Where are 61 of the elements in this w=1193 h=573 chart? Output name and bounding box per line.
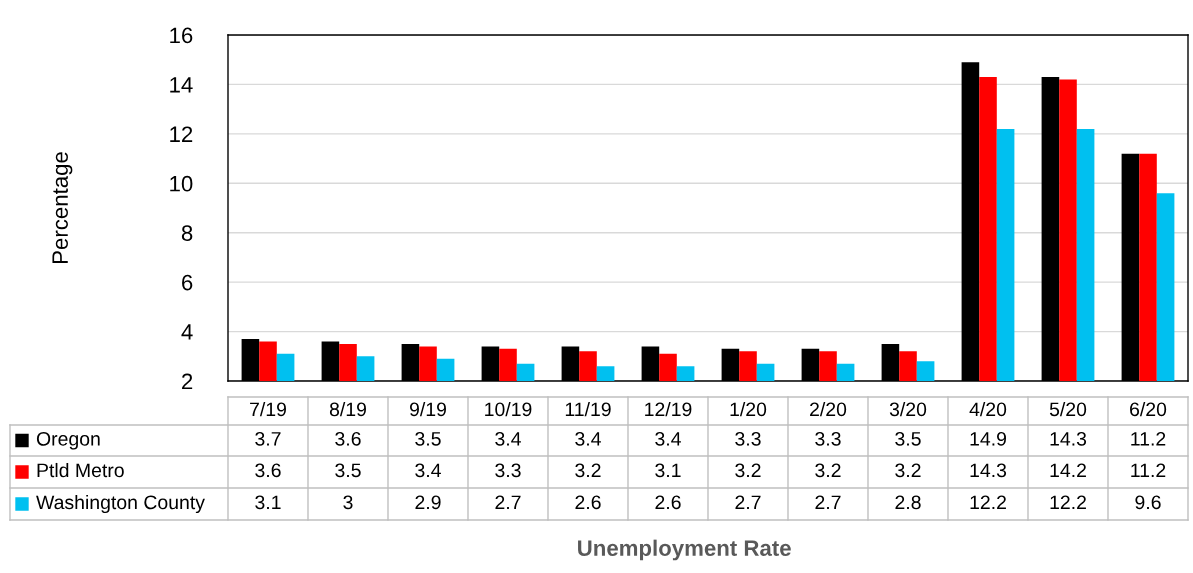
data-label: 2.9	[415, 495, 441, 510]
data-label: 3.2	[575, 463, 601, 478]
data-label: 12.2	[970, 495, 1006, 510]
data-label: 3.2	[895, 463, 921, 478]
data-label: 3.5	[895, 431, 921, 446]
x-tick-label: 9/19	[409, 401, 446, 417]
data-label: 14.9	[970, 431, 1006, 446]
data-label: 2.7	[495, 495, 521, 510]
data-label: 3.5	[335, 463, 361, 478]
data-label: 3.1	[255, 495, 281, 510]
x-tick-label: 8/19	[329, 401, 366, 417]
data-label: 2.6	[575, 495, 601, 510]
y-tick-label: 16	[170, 27, 193, 44]
data-label: 3.1	[655, 463, 681, 478]
y-tick-label: 6	[182, 274, 193, 291]
y-tick-label: 8	[181, 225, 193, 241]
y-tick-label: 2	[182, 373, 193, 390]
data-label: 3.2	[815, 463, 841, 478]
data-label: 9.6	[1135, 495, 1161, 510]
data-label: 2.6	[655, 495, 681, 510]
x-tick-label: 2/20	[810, 401, 847, 417]
legend-label: Oregon	[36, 431, 100, 450]
x-tick-label: 5/20	[1049, 401, 1087, 417]
data-label: 3.3	[815, 431, 841, 446]
data-label: 14.3	[1050, 431, 1087, 446]
data-label: 3.4	[415, 463, 441, 478]
x-tick-label: 3/20	[889, 401, 927, 417]
x-tick-label: 4/20	[969, 401, 1007, 417]
data-label: 3.7	[255, 431, 281, 446]
data-label: 2.7	[815, 495, 841, 510]
data-label: 12.2	[1050, 495, 1086, 510]
data-label: 3.2	[735, 463, 761, 478]
x-tick-label: 11/19	[565, 401, 611, 417]
data-label: 3.3	[495, 463, 521, 478]
x-tick-label: 12/19	[645, 401, 692, 417]
data-label: 3.4	[495, 431, 521, 446]
data-label: 3.3	[735, 431, 761, 446]
legend-label: Ptld Metro	[37, 462, 124, 478]
data-label: 2.8	[895, 495, 921, 510]
data-label: 3.4	[575, 431, 601, 446]
y-axis-title: Percentage	[52, 152, 73, 263]
x-tick-label: 10/19	[485, 401, 532, 417]
data-label: 14.3	[970, 463, 1007, 478]
data-label: 3.4	[655, 431, 681, 446]
x-tick-label: 1/20	[730, 401, 767, 417]
data-label: 11.2	[1131, 431, 1166, 446]
data-label: 14.2	[1050, 463, 1086, 478]
y-tick-label: 14	[170, 77, 193, 93]
legend-label: Washington County	[36, 494, 205, 514]
y-tick-label: 10	[170, 175, 193, 192]
data-label: 3.5	[415, 431, 441, 446]
data-label: 11.2	[1131, 463, 1166, 478]
y-tick-label: 12	[170, 126, 193, 142]
data-label: 3.6	[335, 431, 361, 446]
data-label: 2.7	[735, 495, 761, 510]
data-label: 3	[343, 495, 353, 510]
x-tick-label: 6/20	[1130, 401, 1167, 417]
data-label: 3.6	[255, 463, 281, 478]
y-tick-label: 4	[181, 324, 193, 340]
text: Unemployment Rate	[578, 539, 791, 561]
x-tick-label: 7/19	[250, 401, 286, 417]
